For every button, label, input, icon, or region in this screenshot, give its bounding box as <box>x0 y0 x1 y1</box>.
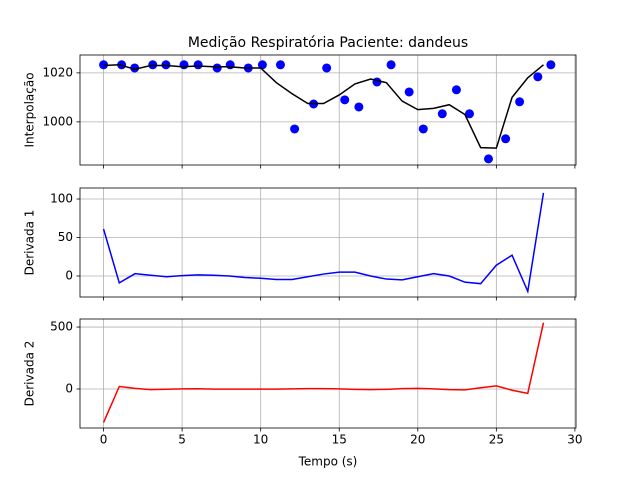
y-tick-label: 100 <box>50 192 73 206</box>
data-point <box>418 124 428 134</box>
y-tick-label: 0 <box>65 381 73 395</box>
data-point <box>340 95 350 105</box>
data-point <box>322 63 332 73</box>
subplot: 0 50 100 Derivada 1 <box>23 187 577 301</box>
x-tick-label: 20 <box>410 433 425 447</box>
axes-frame <box>79 54 577 166</box>
y-axis-label: Derivada 1 <box>23 210 37 276</box>
data-point <box>464 109 474 119</box>
subplot: 0 5 10 15 20 25 30 0 500 Derivada 2 Tempo (s) <box>23 318 583 469</box>
y-tick-label: 0 <box>65 268 73 282</box>
axes-frame <box>79 318 577 429</box>
data-point <box>437 109 447 119</box>
x-tick-label: 25 <box>489 433 504 447</box>
data-point <box>193 60 203 70</box>
data-point <box>404 87 414 97</box>
x-tick-label: 30 <box>567 433 582 447</box>
data-point <box>451 85 461 95</box>
data-point <box>212 63 222 73</box>
data-point <box>386 60 396 70</box>
x-tick-label: 0 <box>100 433 108 447</box>
data-point <box>290 124 300 134</box>
x-axis-label: Tempo (s) <box>298 455 358 469</box>
data-point <box>483 154 493 164</box>
y-tick-label: 1020 <box>42 65 73 79</box>
data-point <box>533 72 543 82</box>
y-axis-label: Interpolação <box>23 72 37 147</box>
data-point <box>257 60 267 70</box>
axes-frame <box>79 187 577 298</box>
y-tick-label: 1000 <box>42 114 73 128</box>
data-point <box>225 60 235 70</box>
chart-title: Medição Respiratória Paciente: dandeus <box>188 35 468 51</box>
data-point <box>130 63 140 73</box>
y-tick-label: 50 <box>58 230 73 244</box>
x-tick-label: 15 <box>332 433 347 447</box>
data-point <box>179 60 189 70</box>
x-tick-label: 10 <box>253 433 268 447</box>
data-point <box>515 97 525 107</box>
y-tick-label: 500 <box>50 320 73 334</box>
data-point <box>546 60 556 70</box>
data-line <box>102 322 545 423</box>
y-axis-label: Derivada 2 <box>23 341 37 407</box>
subplot: 1000 1020 Medição Respiratória Paciente: d… <box>23 35 577 169</box>
data-line <box>102 192 545 295</box>
x-tick-label: 5 <box>178 433 186 447</box>
data-point <box>354 102 364 112</box>
data-line <box>103 64 544 149</box>
data-point <box>501 134 511 144</box>
data-point <box>275 60 285 70</box>
